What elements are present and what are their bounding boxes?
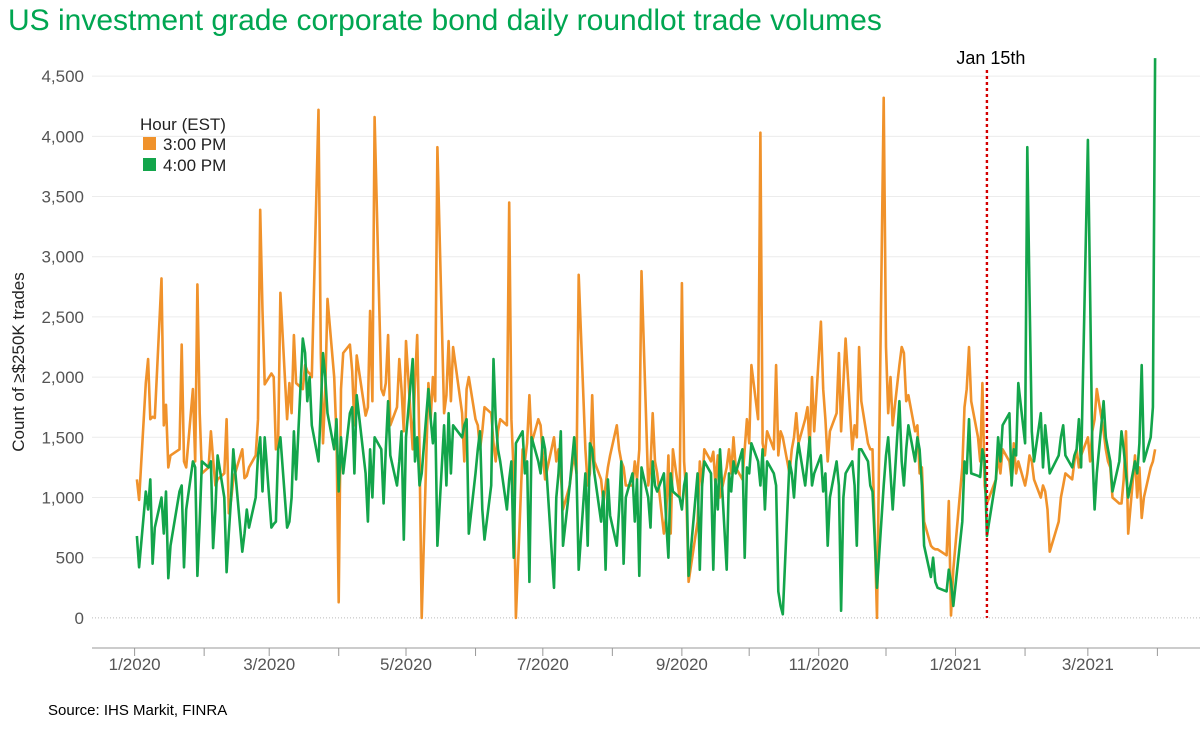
x-tick-label: 3/2020 xyxy=(243,655,295,674)
legend-label-3pm: 3:00 PM xyxy=(163,135,226,154)
y-tick-label: 4,000 xyxy=(41,127,84,146)
x-tick-label: 1/2021 xyxy=(930,655,982,674)
legend-swatch-3pm xyxy=(143,137,156,150)
x-tick-label: 1/2020 xyxy=(109,655,161,674)
legend-label-4pm: 4:00 PM xyxy=(163,156,226,175)
chart-title: US investment grade corporate bond daily… xyxy=(8,4,882,37)
series-lines xyxy=(135,58,1157,620)
y-tick-label: 3,000 xyxy=(41,248,84,267)
x-tick-label: 5/2020 xyxy=(380,655,432,674)
legend: Hour (EST) 3:00 PM 4:00 PM xyxy=(140,115,226,175)
y-axis-label: Count of ≥$250K trades xyxy=(9,272,28,451)
y-tick-label: 2,000 xyxy=(41,368,84,387)
y-axis-ticks: 0 500 1,000 1,500 2,000 2,500 3,000 3,500 4,000 4… xyxy=(41,67,84,628)
legend-title: Hour (EST) xyxy=(140,115,226,134)
source-note: Source: IHS Markit, FINRA xyxy=(48,702,228,719)
y-tick-label: 1,500 xyxy=(41,428,84,447)
series-line-4pm xyxy=(135,58,1157,616)
y-tick-label: 0 xyxy=(75,609,84,628)
y-tick-label: 1,000 xyxy=(41,489,84,508)
x-tick-label: 3/2021 xyxy=(1062,655,1114,674)
x-tick-label: 11/2020 xyxy=(789,655,849,674)
jan15-annotation-label: Jan 15th xyxy=(956,48,1025,68)
x-tick-label: 9/2020 xyxy=(656,655,708,674)
legend-swatch-4pm xyxy=(143,158,156,171)
annotation: Jan 15th xyxy=(956,48,1025,618)
y-tick-label: 4,500 xyxy=(41,67,84,86)
x-axis-ticks: 1/2020 3/2020 5/2020 7/2020 9/2020 11/2020 1/2… xyxy=(109,648,1158,674)
y-tick-label: 500 xyxy=(56,549,84,568)
y-tick-label: 3,500 xyxy=(41,188,84,207)
x-tick-label: 7/2020 xyxy=(517,655,569,674)
series-line-3pm xyxy=(135,96,1157,620)
y-tick-label: 2,500 xyxy=(41,308,84,327)
